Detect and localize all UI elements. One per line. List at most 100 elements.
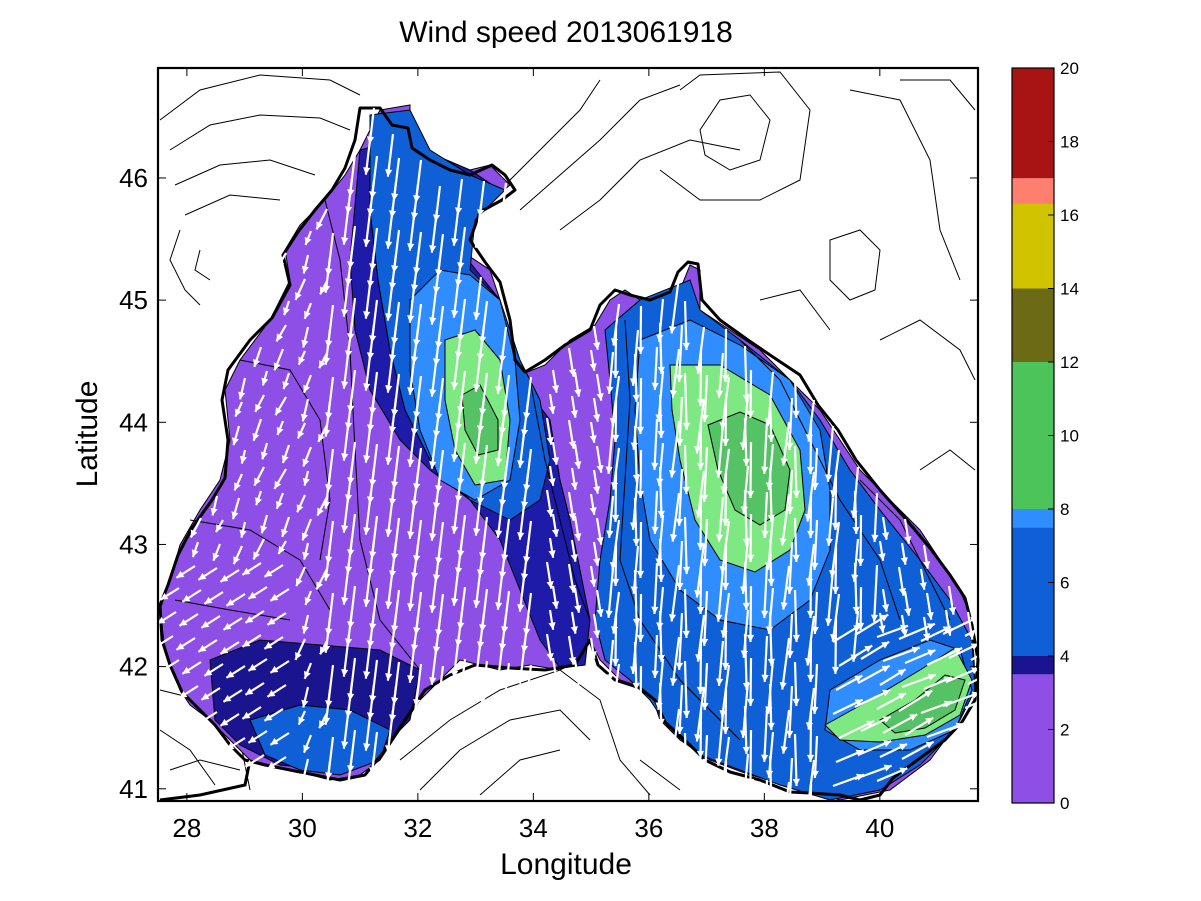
wind-arrow bbox=[824, 569, 835, 626]
wind-arrow bbox=[682, 660, 691, 719]
contour-line bbox=[169, 759, 241, 771]
wind-arrow bbox=[657, 322, 665, 375]
wind-arrow bbox=[197, 567, 218, 581]
wind-arrow bbox=[429, 209, 439, 253]
wind-arrow bbox=[363, 419, 373, 463]
wind-arrow bbox=[260, 514, 269, 534]
wind-arrow bbox=[239, 449, 247, 464]
wind-arrow bbox=[779, 781, 791, 834]
wind-arrow bbox=[632, 497, 640, 547]
wind-arrow bbox=[407, 423, 417, 467]
wind-arrow bbox=[682, 444, 690, 495]
wind-arrow bbox=[244, 610, 265, 624]
wind-arrow bbox=[231, 497, 241, 520]
wind-arrow bbox=[675, 324, 684, 382]
wind-arrow bbox=[682, 516, 691, 575]
wind-arrow bbox=[407, 639, 417, 683]
wind-arrow bbox=[495, 350, 505, 394]
wind-arrow bbox=[669, 492, 681, 542]
wind-arrow bbox=[244, 754, 265, 768]
wind-arrow bbox=[715, 496, 725, 542]
wind-arrow bbox=[385, 565, 395, 609]
wind-arrow bbox=[904, 649, 936, 665]
wind-arrow bbox=[341, 273, 351, 317]
wind-arrow bbox=[780, 709, 791, 754]
wind-arrow bbox=[786, 757, 794, 802]
wind-arrow bbox=[878, 612, 886, 633]
wind-arrow bbox=[636, 521, 645, 579]
wind-arrow bbox=[786, 397, 794, 450]
wind-arrow bbox=[241, 706, 262, 720]
wind-arrow bbox=[385, 709, 395, 753]
wind-arrow bbox=[901, 740, 935, 760]
wind-arrow bbox=[247, 730, 268, 744]
wind-arrow bbox=[252, 418, 263, 442]
wind-arrow bbox=[473, 276, 483, 320]
contour-line bbox=[174, 159, 316, 186]
contour-line bbox=[699, 94, 771, 171]
wind-arrow bbox=[231, 425, 241, 446]
wind-arrow bbox=[282, 372, 291, 390]
wind-arrow bbox=[657, 538, 665, 583]
wind-arrow bbox=[870, 564, 879, 622]
wind-arrow bbox=[761, 491, 769, 538]
wind-arrow bbox=[269, 660, 290, 674]
wind-arrow bbox=[197, 639, 218, 653]
wind-arrow bbox=[429, 281, 439, 325]
contour-line bbox=[900, 79, 976, 111]
wind-arrow bbox=[473, 420, 483, 464]
wind-arrow bbox=[780, 565, 791, 610]
wind-arrow bbox=[792, 445, 800, 499]
wind-arrow bbox=[551, 369, 560, 393]
wind-arrow bbox=[156, 611, 177, 625]
wind-arrow bbox=[197, 711, 218, 725]
contour-line bbox=[529, 379, 591, 621]
wind-arrow bbox=[385, 205, 395, 249]
wind-arrow bbox=[746, 585, 755, 643]
wind-arrow bbox=[545, 489, 554, 517]
wind-arrow bbox=[273, 348, 285, 371]
colorbar-band bbox=[1012, 203, 1054, 289]
wind-arrow bbox=[807, 783, 815, 827]
contour-line bbox=[194, 249, 211, 281]
wind-arrow bbox=[241, 634, 262, 648]
wind-arrow bbox=[178, 613, 199, 627]
wind-arrow bbox=[548, 537, 556, 558]
wind-arrow bbox=[746, 369, 755, 419]
wind-arrow bbox=[570, 395, 578, 418]
wind-arrow bbox=[473, 564, 483, 608]
contour-line bbox=[499, 79, 601, 191]
wind-arrow bbox=[363, 131, 373, 175]
wind-arrow bbox=[341, 417, 351, 461]
wind-arrow bbox=[742, 561, 750, 611]
wind-arrow bbox=[636, 377, 645, 435]
wind-arrow bbox=[316, 496, 328, 517]
colorbar-tick-label: 8 bbox=[1060, 500, 1069, 519]
wind-arrow bbox=[385, 349, 395, 393]
wind-vectors bbox=[153, 107, 1006, 834]
wind-arrow bbox=[595, 373, 604, 401]
wind-arrow bbox=[595, 589, 604, 617]
wind-arrow bbox=[200, 615, 221, 629]
wind-arrow bbox=[219, 569, 240, 583]
wind-arrow bbox=[970, 640, 1006, 661]
wind-arrow bbox=[567, 635, 577, 665]
colorbar-band bbox=[1012, 68, 1054, 179]
wind-arrow bbox=[189, 517, 202, 539]
colorbar-tick-label: 10 bbox=[1060, 427, 1079, 446]
wind-arrow bbox=[592, 541, 601, 566]
wind-arrow bbox=[967, 669, 996, 685]
wind-arrow bbox=[317, 424, 328, 443]
wind-arrow bbox=[407, 207, 417, 251]
wind-arrow bbox=[301, 254, 310, 274]
wind-arrow bbox=[219, 641, 240, 655]
wind-arrow bbox=[385, 421, 395, 465]
wind-arrow bbox=[341, 201, 351, 245]
contour-line bbox=[169, 229, 201, 306]
colorbar-band bbox=[1012, 509, 1054, 528]
land-contour-lines bbox=[159, 71, 976, 796]
wind-arrow bbox=[175, 565, 196, 579]
contour-line bbox=[829, 229, 881, 301]
wind-arrow bbox=[567, 419, 577, 449]
wind-arrow bbox=[696, 422, 705, 471]
